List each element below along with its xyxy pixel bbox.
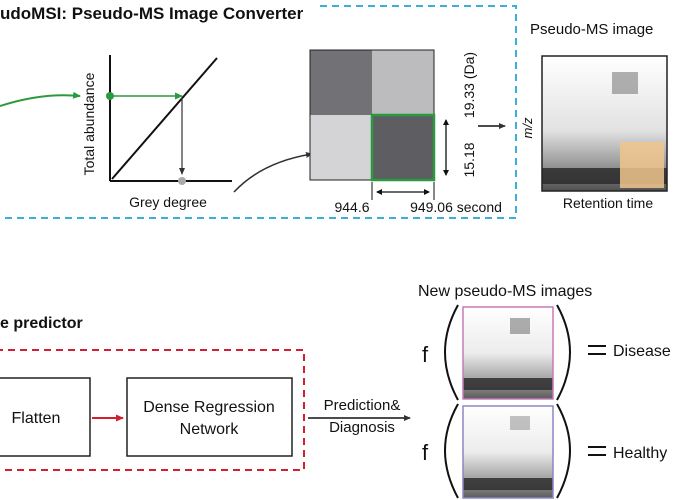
pseudo-ms-axis-x: Retention time	[563, 195, 653, 211]
prediction-label-line2: Diagnosis	[329, 419, 395, 436]
mz-top-label: 19.33 (Da)	[461, 52, 477, 118]
disease-image-frame	[462, 306, 554, 400]
healthy-image-peak	[510, 416, 530, 430]
new-images-title: New pseudo-MS images	[418, 283, 592, 300]
healthy-f-symbol: f	[422, 440, 429, 465]
disease-label: Disease	[613, 343, 671, 360]
predictor-frame	[0, 349, 305, 471]
disease-right-paren	[556, 304, 571, 401]
mz-height-label: 15.18	[461, 142, 477, 177]
incoming-green-arrow	[0, 91, 81, 108]
flatten-box	[0, 377, 91, 457]
pseudo-ms-overlay	[620, 142, 664, 188]
plot-ylabel: Total abundance	[81, 72, 97, 175]
disease-image-band	[463, 378, 553, 390]
pseudo-ms-axis-y: m/z	[520, 117, 535, 138]
disease-image-peak	[510, 318, 530, 334]
converter-title: udoMSI: Pseudo-MS Image Converter	[0, 4, 304, 23]
predictor-title: e predictor	[0, 315, 83, 332]
flatten-label: Flatten	[12, 410, 61, 427]
grey-pixel-grid	[309, 49, 436, 182]
healthy-label: Healthy	[613, 445, 667, 462]
healthy-right-paren	[556, 403, 571, 499]
disease-f-symbol: f	[422, 342, 429, 367]
plot-grey-dot	[178, 177, 186, 185]
disease-image	[462, 306, 554, 400]
rt-right-label: 949.06 second	[410, 199, 502, 215]
healthy-image-frame	[462, 405, 554, 499]
dense-network-box	[126, 377, 293, 457]
dense-label-line1: Dense Regression	[143, 399, 275, 416]
grid-cell-top-right	[372, 50, 434, 115]
healthy-image	[462, 405, 554, 499]
grid-highlight	[370, 113, 436, 182]
pseudo-ms-frame	[541, 55, 668, 192]
grey-abundance-plot: Total abundance Grey degree	[81, 55, 232, 210]
grid-cell-bottom-right	[372, 115, 434, 180]
pseudo-ms-image	[541, 55, 668, 192]
plot-to-grid-arrow	[233, 151, 313, 193]
dense-label-line2: Network	[180, 421, 240, 438]
healthy-left-paren	[444, 403, 459, 499]
rt-left-label: 944.6	[334, 199, 369, 215]
converter-title-bg	[0, 0, 320, 24]
grid-cell-bottom-left	[310, 115, 372, 180]
grid-cell-top-left	[310, 50, 372, 115]
pseudo-ms-title: Pseudo-MS image	[530, 21, 653, 38]
plot-diagonal-line	[111, 57, 218, 180]
plot-green-dot	[106, 92, 114, 100]
prediction-label-line1: Prediction&	[324, 397, 401, 414]
pseudo-ms-peak	[612, 72, 638, 94]
disease-left-paren	[444, 304, 459, 401]
converter-frame	[0, 5, 517, 219]
plot-xlabel: Grey degree	[129, 194, 207, 210]
healthy-image-band	[463, 478, 553, 490]
